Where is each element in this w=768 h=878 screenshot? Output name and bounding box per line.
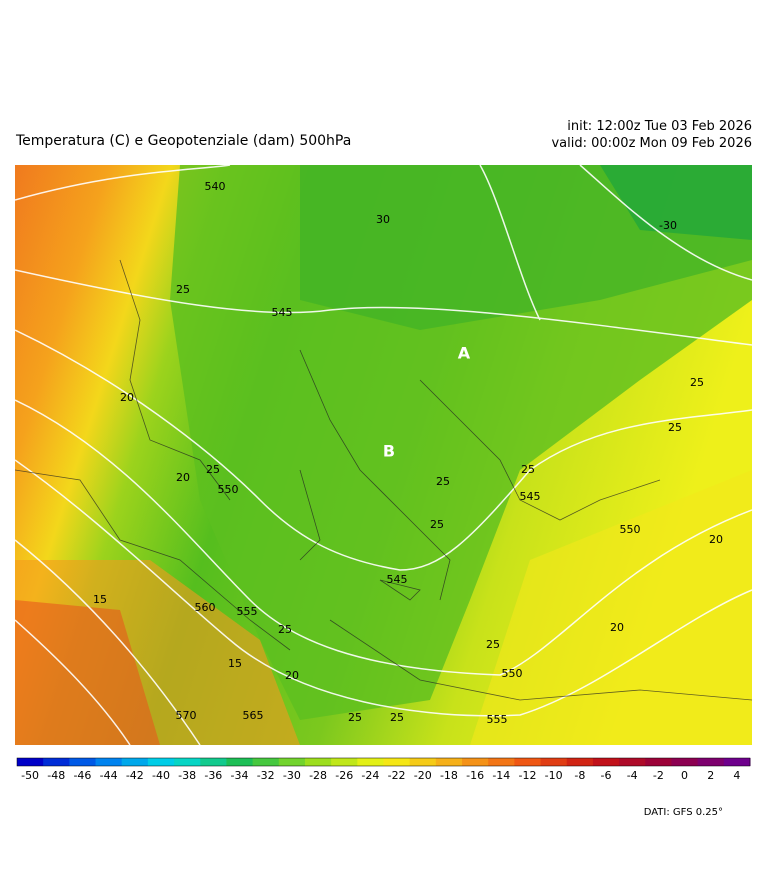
contour-label: 25 xyxy=(436,475,450,488)
colorbar-label: -48 xyxy=(47,769,65,782)
colorbar-label: -24 xyxy=(361,769,379,782)
map-labels: 540 545 30 -30 25 20 25 20 550 B A 25 25… xyxy=(93,180,723,726)
contour-label: 15 xyxy=(228,657,242,670)
colorbar-label: -40 xyxy=(152,769,170,782)
colorbar-label: -36 xyxy=(204,769,222,782)
colorbar-label: -10 xyxy=(545,769,563,782)
colorbar-swatch xyxy=(566,758,594,766)
contour-label: -30 xyxy=(659,219,677,232)
contour-label: 25 xyxy=(430,518,444,531)
contour-label: 545 xyxy=(520,490,541,503)
colorbar-swatch xyxy=(357,758,384,766)
contour-label: 555 xyxy=(487,713,508,726)
colorbar-swatch xyxy=(43,758,70,766)
colorbar-swatch xyxy=(331,758,358,766)
colorbar-swatch xyxy=(17,758,44,766)
contour-label: 20 xyxy=(176,471,190,484)
contour-label: 25 xyxy=(348,711,362,724)
colorbar-label: 4 xyxy=(733,769,740,782)
colorbar-label: -46 xyxy=(73,769,91,782)
colorbar-label: -4 xyxy=(627,769,638,782)
init-time: init: 12:00z Tue 03 Feb 2026 xyxy=(567,119,752,134)
contour-label: 25 xyxy=(206,463,220,476)
colorbar-label: -6 xyxy=(601,769,612,782)
colorbar-label: -38 xyxy=(178,769,196,782)
colorbar-swatch xyxy=(592,758,620,766)
colorbar-label: -42 xyxy=(126,769,144,782)
colorbar-label: -12 xyxy=(518,769,536,782)
colorbar-swatch xyxy=(200,758,227,766)
colorbar-swatch xyxy=(147,758,175,766)
contour-label: 560 xyxy=(195,601,216,614)
colorbar-label: -14 xyxy=(492,769,510,782)
contour-label: 555 xyxy=(237,605,258,618)
contour-label: 20 xyxy=(285,669,299,682)
colorbar-swatch xyxy=(645,758,672,766)
colorbar-swatch xyxy=(174,758,201,766)
colorbar-swatch xyxy=(95,758,123,766)
colorbar-label: -2 xyxy=(653,769,664,782)
colorbar-swatch xyxy=(697,758,725,766)
colorbar-label: -30 xyxy=(283,769,301,782)
contour-label: 30 xyxy=(376,213,390,226)
colorbar-label: -44 xyxy=(100,769,118,782)
high-marker: A xyxy=(458,344,471,363)
colorbar-swatch xyxy=(252,758,280,766)
contour-label: 20 xyxy=(610,621,624,634)
colorbar-label: -20 xyxy=(414,769,432,782)
colorbar-label: -8 xyxy=(574,769,585,782)
colorbar-swatch xyxy=(383,758,411,766)
colorbar-swatch xyxy=(462,758,489,766)
colorbar-swatch xyxy=(304,758,332,766)
contour-label: 25 xyxy=(176,283,190,296)
colorbar-label: -32 xyxy=(257,769,275,782)
colorbar-swatch xyxy=(540,758,568,766)
colorbar-label: -22 xyxy=(388,769,406,782)
contour-label: 545 xyxy=(387,573,408,586)
colorbar-swatch xyxy=(121,758,149,766)
contour-label: 570 xyxy=(176,709,197,722)
colorbar-swatch xyxy=(435,758,463,766)
title: Temperatura (C) e Geopotenziale (dam) 50… xyxy=(15,133,351,149)
colorbar-label: -26 xyxy=(335,769,353,782)
contour-label: 25 xyxy=(690,376,704,389)
contour-label: 25 xyxy=(521,463,535,476)
low-marker: B xyxy=(383,442,395,461)
colorbar-label: -16 xyxy=(466,769,484,782)
valid-time: valid: 00:00z Mon 09 Feb 2026 xyxy=(551,136,752,151)
contour-label: 15 xyxy=(93,593,107,606)
map xyxy=(15,165,752,745)
colorbar-frame xyxy=(16,757,751,767)
colorbar-swatch xyxy=(671,758,699,766)
colorbar-label: 0 xyxy=(681,769,688,782)
contour-label: 25 xyxy=(390,711,404,724)
contour-label: 550 xyxy=(218,483,239,496)
colorbar-swatch xyxy=(278,758,306,766)
contour-label: 25 xyxy=(278,623,292,636)
colorbar-swatch xyxy=(69,758,97,766)
contour-label: 565 xyxy=(243,709,264,722)
colorbar-swatch xyxy=(723,758,751,766)
colorbar-label: -34 xyxy=(231,769,249,782)
colorbar-label: 2 xyxy=(707,769,714,782)
colorbar-label: -50 xyxy=(21,769,39,782)
colorbar: -50 -48 -46 -44 -42 -40 -38 -36 -34 -32 -30 -28 -26-… xyxy=(16,757,751,782)
colorbar-swatch xyxy=(226,758,254,766)
colorbar-swatch xyxy=(619,758,646,766)
contour-label: 25 xyxy=(668,421,682,434)
data-source: DATI: GFS 0.25° xyxy=(644,807,723,818)
colorbar-swatch xyxy=(409,758,437,766)
contour-label: 20 xyxy=(709,533,723,546)
contour-label: 20 xyxy=(120,391,134,404)
contour-label: 545 xyxy=(272,306,293,319)
contour-label: 540 xyxy=(205,180,226,193)
contour-label: 25 xyxy=(486,638,500,651)
colorbar-swatch xyxy=(488,758,515,766)
contour-label: 550 xyxy=(502,667,523,680)
colorbar-swatch xyxy=(514,758,542,766)
colorbar-label: -18 xyxy=(440,769,458,782)
contour-label: 550 xyxy=(620,523,641,536)
colorbar-label: -28 xyxy=(309,769,327,782)
